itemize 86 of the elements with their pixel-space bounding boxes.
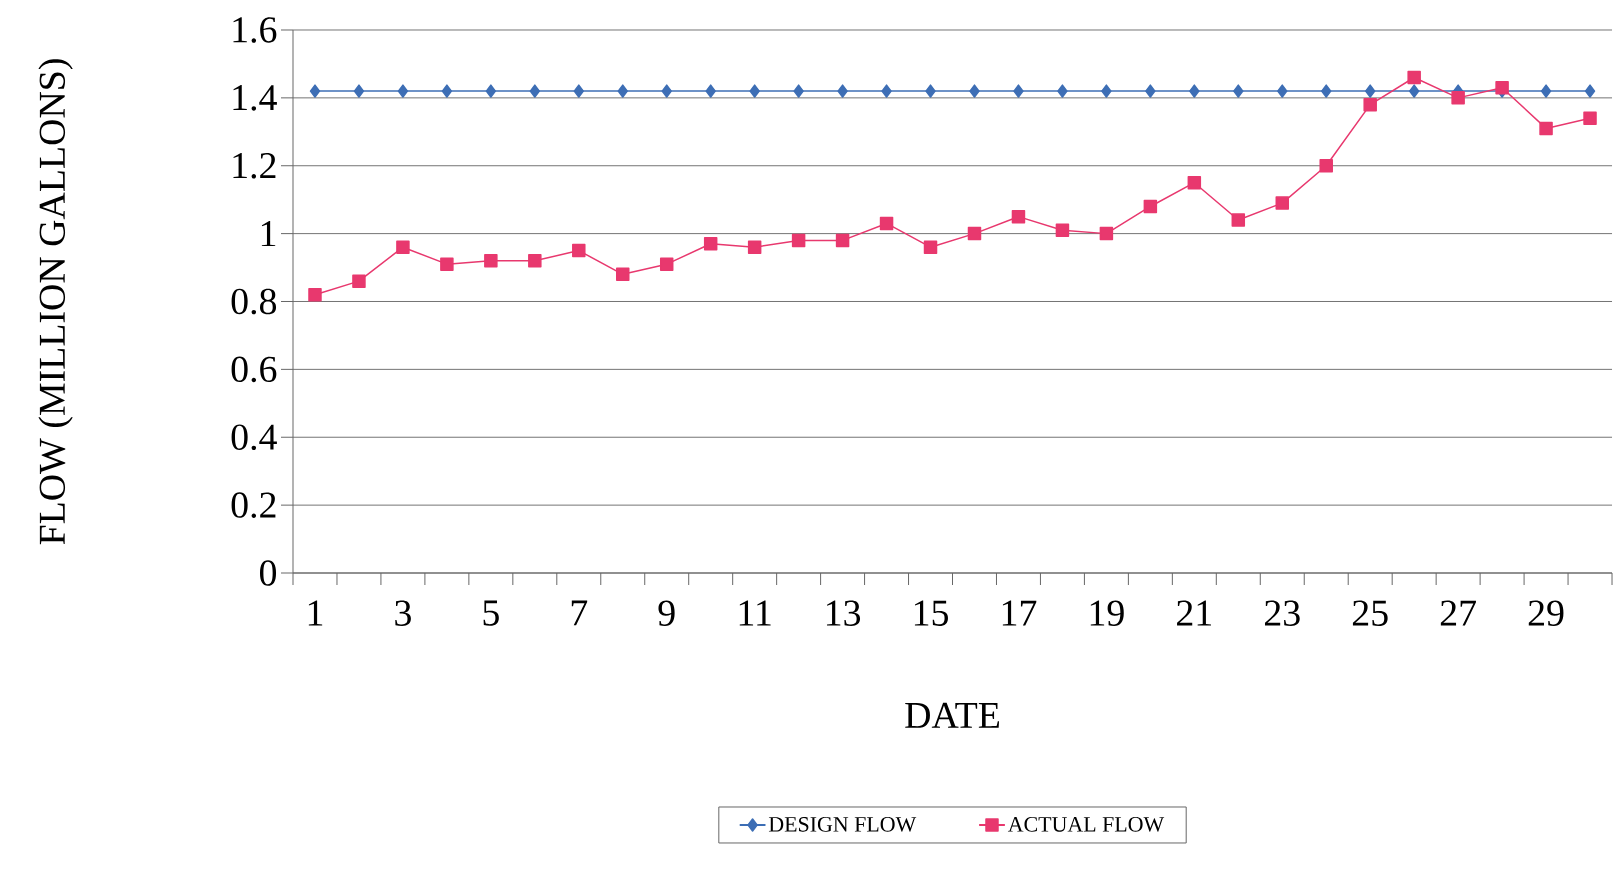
point [881, 84, 892, 98]
point [1275, 196, 1290, 210]
y-tick-label: 0 [259, 560, 277, 586]
point [967, 226, 982, 241]
point [1055, 223, 1070, 237]
point [1187, 175, 1202, 190]
x-tick-label: 7 [571, 600, 588, 626]
point [1143, 199, 1158, 214]
y-tick-label: 1 [261, 221, 276, 247]
x-tick-label: 11 [739, 600, 771, 626]
x-tick-label: 9 [658, 600, 675, 626]
point [1277, 84, 1288, 98]
point [1364, 84, 1376, 98]
point [1013, 84, 1024, 98]
point [659, 257, 674, 271]
x-tick-label: 29 [1528, 600, 1564, 626]
point [1101, 84, 1112, 98]
point [485, 84, 497, 98]
y-tick-label: 1.2 [233, 152, 276, 179]
point [440, 257, 454, 271]
y-tick-label: 0.6 [231, 356, 277, 383]
point [528, 254, 542, 268]
x-tick-label: 3 [395, 600, 411, 626]
point [1145, 84, 1156, 98]
point [309, 84, 321, 98]
y-tick-label: 0.4 [231, 424, 277, 451]
point [1584, 84, 1596, 98]
y-tick-label: 1.4 [233, 85, 277, 111]
point [1233, 84, 1244, 98]
y-tick-label: 0.8 [231, 288, 277, 315]
x-tick-label: 25 [1352, 600, 1388, 626]
point [1363, 97, 1377, 112]
point [1011, 209, 1026, 224]
x-tick-label: 27 [1440, 600, 1476, 626]
point [572, 243, 586, 258]
legend-label: DESIGN FLOW [768, 816, 917, 832]
point [1451, 91, 1465, 105]
point [1407, 70, 1421, 85]
y-axis-title: FLOW (MILLION GALLONS) [38, 59, 73, 545]
point [1057, 84, 1068, 98]
point [1099, 226, 1114, 241]
x-tick-label: 5 [483, 600, 499, 626]
point [441, 84, 453, 98]
x-tick-label: 13 [826, 600, 861, 626]
point [705, 84, 716, 98]
point [1583, 111, 1597, 125]
y-tick-label: 0.2 [231, 492, 276, 518]
point [616, 267, 630, 282]
x-tick-label: 15 [914, 600, 948, 626]
point [1539, 121, 1553, 136]
x-tick-label: 21 [1177, 600, 1211, 626]
point [879, 216, 894, 231]
point [1408, 84, 1420, 98]
point [529, 84, 541, 98]
x-tick-label: 1 [308, 600, 323, 626]
point [353, 84, 365, 98]
point [1189, 84, 1200, 98]
point [793, 84, 804, 98]
point [352, 274, 366, 288]
point [1540, 84, 1552, 98]
point [617, 84, 628, 98]
x-tick-label: 19 [1090, 600, 1124, 626]
point [484, 254, 498, 268]
point [308, 287, 322, 302]
point [1320, 84, 1332, 98]
point [1495, 80, 1509, 95]
point [837, 84, 848, 98]
point [396, 240, 410, 254]
point [925, 84, 936, 98]
x-axis-title: DATE [905, 702, 1000, 728]
point [835, 233, 850, 248]
x-tick-label: 17 [1002, 600, 1037, 626]
x-tick-label: 23 [1264, 600, 1300, 626]
y-tick-label: 1.6 [233, 17, 277, 43]
point [749, 84, 760, 98]
legend-label: ACTUAL FLOW [1007, 816, 1165, 832]
point [791, 233, 806, 248]
point [747, 240, 762, 254]
point [923, 240, 938, 254]
point [1319, 159, 1333, 173]
point [661, 84, 672, 98]
point [703, 237, 718, 251]
point [397, 84, 409, 98]
point [573, 84, 585, 98]
point [969, 84, 980, 98]
point [1231, 213, 1246, 227]
